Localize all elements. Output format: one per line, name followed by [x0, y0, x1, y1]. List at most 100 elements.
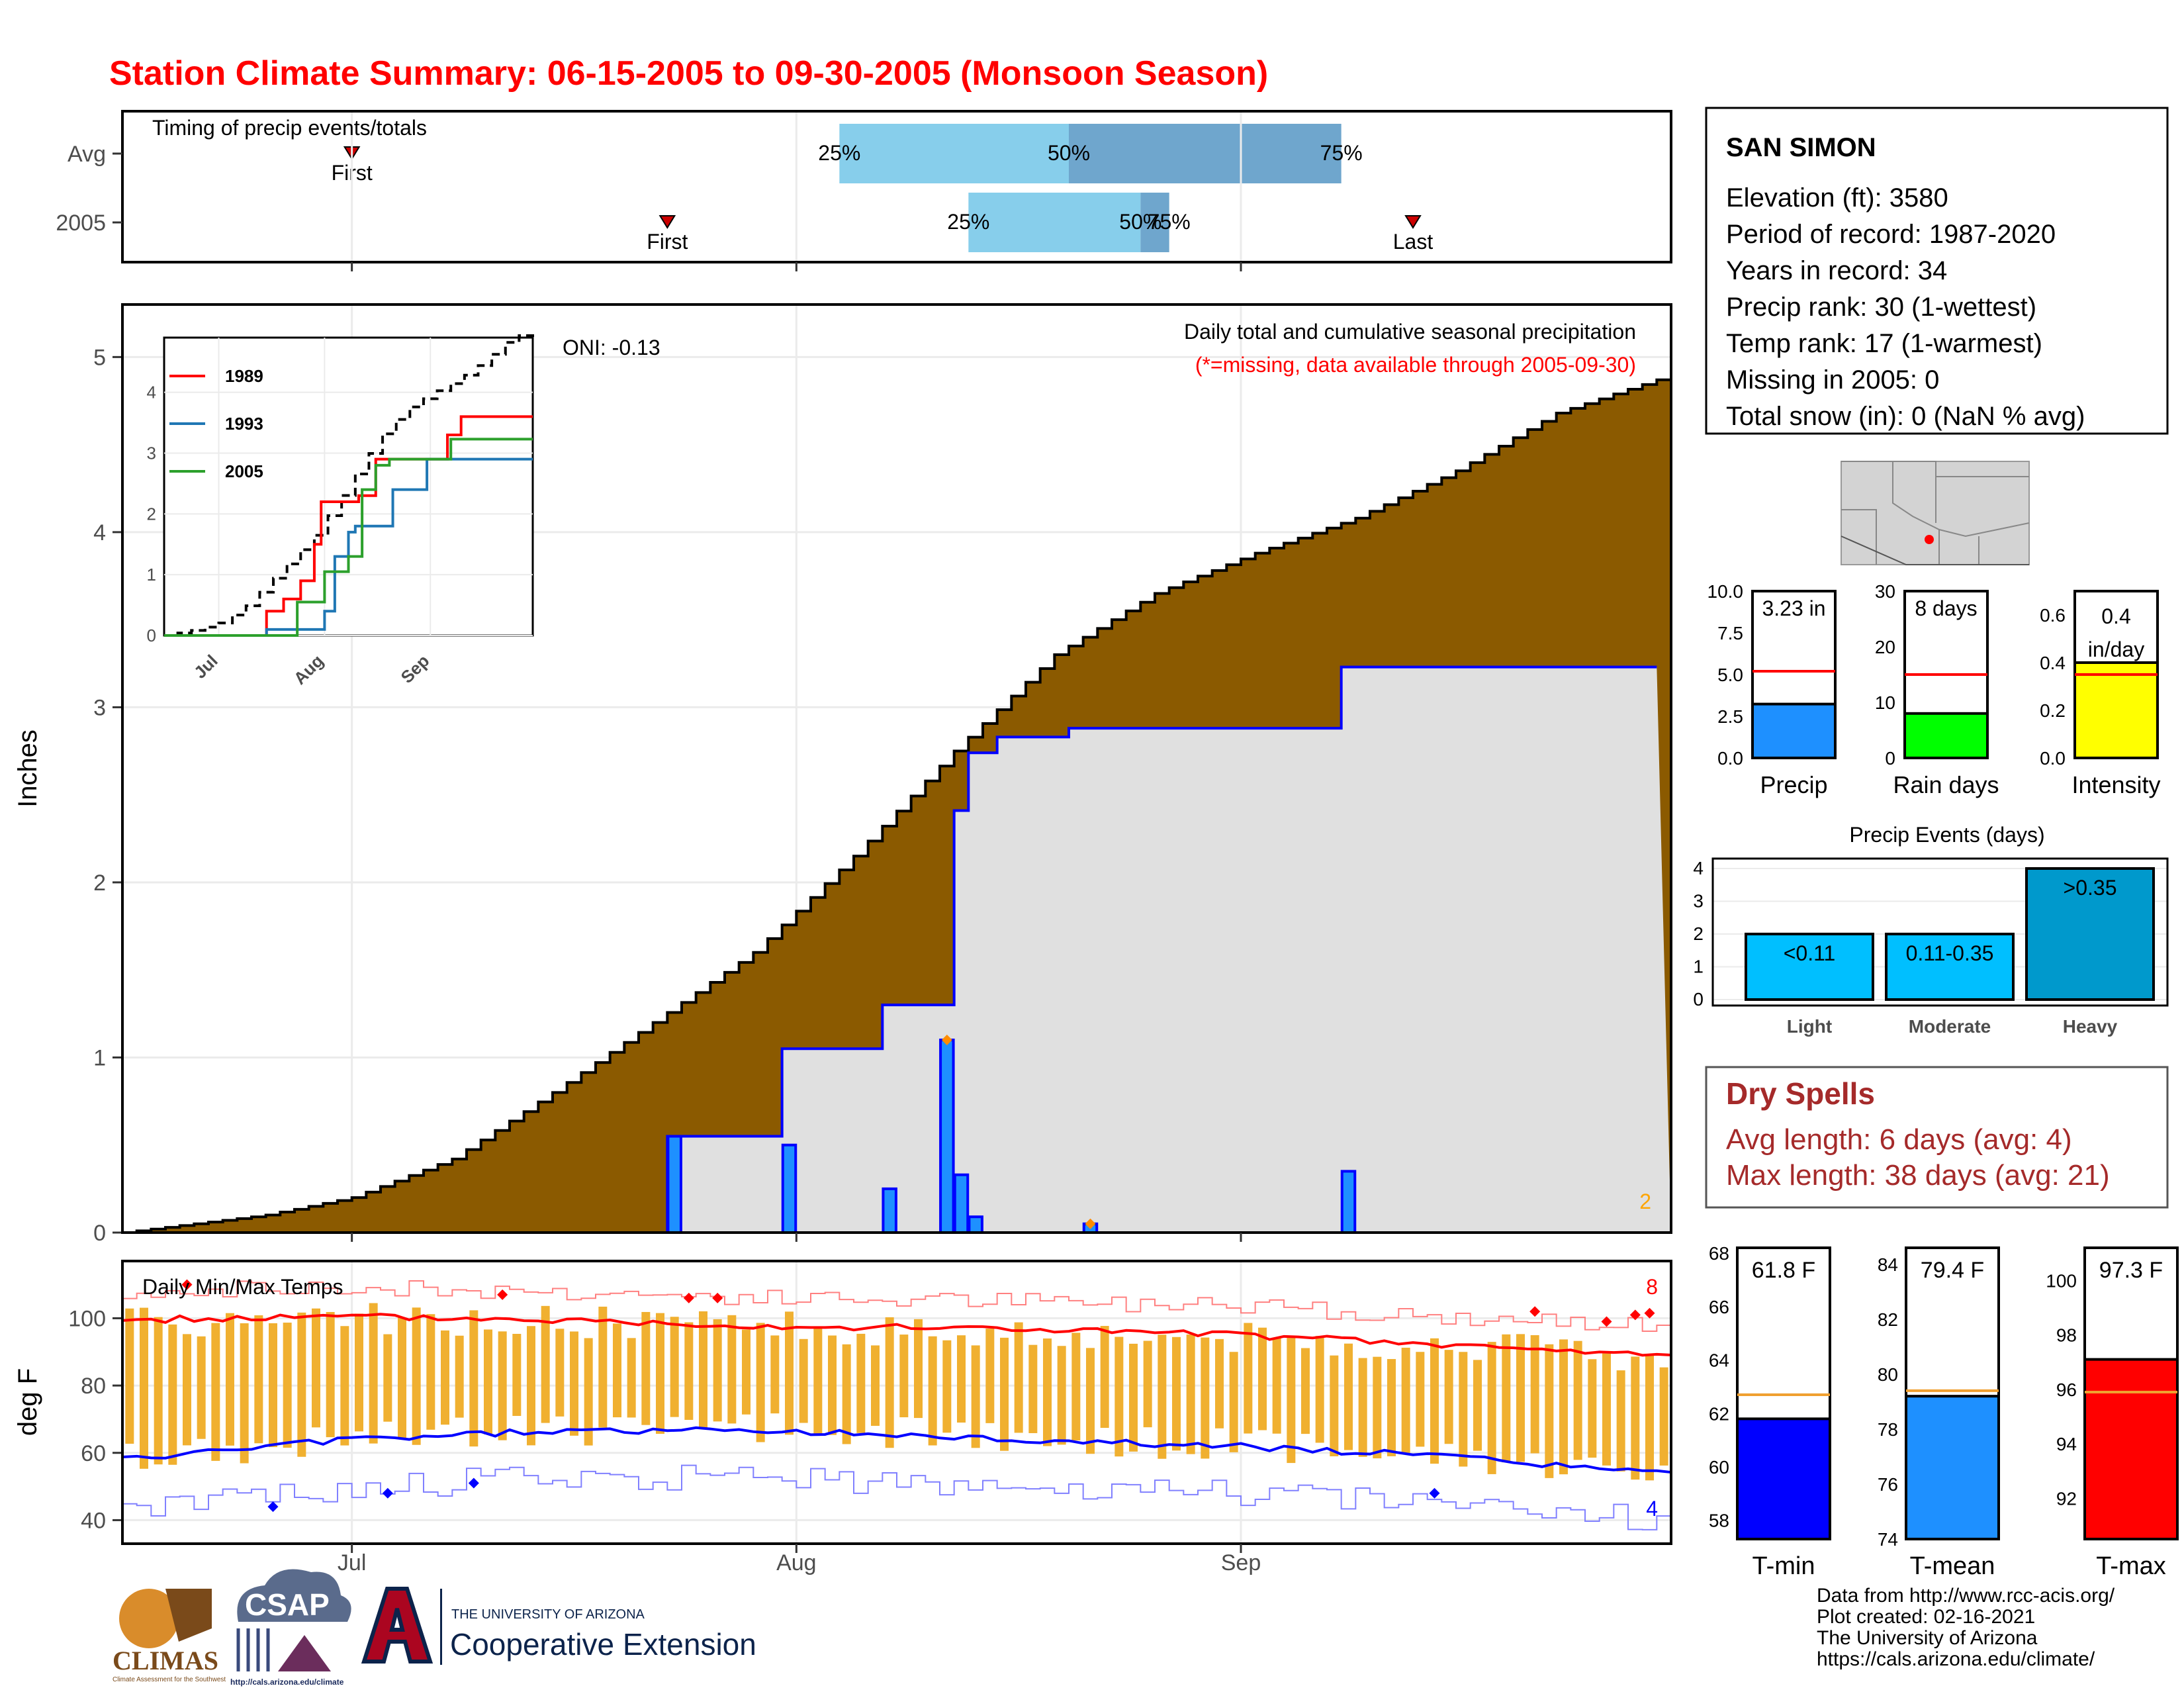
- daily-temp-range-bar: [785, 1311, 794, 1435]
- events-title: Precip Events (days): [1849, 823, 2044, 847]
- precip-events-panel: Precip Events (days) 0 1 2 3 4 <0.11 Light 0.11…: [1693, 823, 2169, 1037]
- dry-spells-box: Dry Spells Avg length: 6 days (avg: 4) M…: [1705, 1066, 2169, 1209]
- precip-count-label: 2: [1639, 1190, 1651, 1213]
- inset-series-line: [164, 457, 533, 637]
- timing-p25-label: 25%: [818, 141, 860, 165]
- events-y-tick-label: 1: [1693, 957, 1704, 977]
- daily-temp-range-bar: [1502, 1334, 1511, 1463]
- temp-summary-tick-label: 92: [2056, 1488, 2077, 1509]
- daily-temp-range-bar: [340, 1326, 349, 1446]
- daily-temp-range-bar: [1588, 1359, 1597, 1458]
- daily-temp-range-bar: [598, 1306, 608, 1428]
- csap-cloud-icon: [237, 1569, 351, 1622]
- daily-precip-bar: [968, 1215, 983, 1235]
- page-title: Station Climate Summary: 06-15-2005 to 0…: [109, 54, 1268, 93]
- oni-label: ONI: -0.13: [563, 336, 660, 359]
- daily-temp-range-bar: [297, 1312, 306, 1457]
- daily-temp-range-bar: [1344, 1343, 1353, 1450]
- inset-average-line: [164, 330, 534, 637]
- events-plot-frame: [1711, 857, 2169, 1007]
- daily-temp-range-bar: [369, 1303, 378, 1444]
- daily-temp-range-bar: [957, 1335, 966, 1423]
- map-international-border: [1841, 536, 2029, 565]
- daily-temp-range-bar: [1086, 1348, 1095, 1454]
- daily-temp-range-bar: [914, 1319, 923, 1419]
- timing-first-marker-icon: [659, 215, 676, 229]
- daily-temp-range-bar: [183, 1334, 191, 1446]
- temp-panel-frame: [121, 1260, 1672, 1545]
- daily-temp-range-bar: [1545, 1344, 1554, 1478]
- daily-precip-bar: [666, 1135, 682, 1234]
- precip-panel-frame: [121, 303, 1672, 1234]
- temp-summary-tick-label: 66: [1709, 1297, 1729, 1317]
- event-bar: [2025, 867, 2155, 1001]
- daily-temp-range-bar: [641, 1311, 651, 1425]
- daily-temp-range-bar: [727, 1315, 737, 1424]
- temp-summary-tick-label: 68: [1709, 1243, 1729, 1264]
- daily-temp-range-bar: [1301, 1348, 1310, 1434]
- daily-temp-range-bar: [899, 1335, 909, 1418]
- timing-panel: Avg25%50%75%FirstLast200525%50%75%FirstL…: [56, 110, 2021, 263]
- dry-spells-frame: [1705, 1066, 2169, 1209]
- month-tick-label: Aug: [776, 1550, 817, 1575]
- event-bar-range-label: 0.11-0.35: [1906, 941, 1994, 965]
- summary-bar-tick-label: 20: [1875, 637, 1895, 657]
- daily-temp-range-bar: [412, 1307, 421, 1445]
- summary-bar-tick-label: 0.0: [2040, 748, 2066, 769]
- daily-temp-range-bar: [885, 1317, 894, 1448]
- daily-temp-range-bar: [1186, 1334, 1195, 1454]
- daily-temp-range-bar: [1416, 1352, 1425, 1447]
- daily-temp-range-bar: [541, 1305, 550, 1423]
- csap-rain-icon: [236, 1628, 270, 1671]
- daily-temp-range-bar: [1530, 1335, 1539, 1454]
- daily-temp-range-bar: [1000, 1337, 1009, 1451]
- summary-bar-value: [2073, 661, 2159, 759]
- inset-y-tick-label: 2: [147, 504, 156, 524]
- temp-summary-tick-label: 76: [1878, 1474, 1898, 1495]
- summary-bar-tick-label: 0.0: [1717, 748, 1743, 769]
- daily-temp-range-bar: [742, 1329, 751, 1415]
- daily-temp-range-bar: [1215, 1338, 1224, 1429]
- daily-temp-range-bar: [441, 1330, 449, 1425]
- daily-temp-range-bar: [1516, 1334, 1525, 1462]
- precip-y-tick-label: 5: [93, 345, 106, 370]
- summary-bar-tick-label: 5.0: [1717, 665, 1743, 685]
- daily-temp-range-bar: [1229, 1352, 1238, 1452]
- daily-precip-bar: [953, 1173, 970, 1235]
- daily-temp-range-bar: [240, 1323, 249, 1464]
- climas-sun-icon: [119, 1589, 179, 1648]
- daily-temp-range-bar: [1158, 1335, 1167, 1459]
- precip-ylabel: Inches: [13, 729, 42, 808]
- average-min-temp-line: [122, 1426, 1672, 1474]
- station-info-line: Period of record: 1987-2020: [1726, 220, 2056, 249]
- csap-mountain-icon: [278, 1635, 331, 1671]
- event-bar-category-label: Moderate: [1909, 1016, 1991, 1037]
- record-min-line: [122, 1464, 1671, 1530]
- daily-temp-range-bar: [1272, 1337, 1281, 1434]
- temp-min-count: 4: [1646, 1497, 1658, 1521]
- daily-temp-range-bar: [1659, 1367, 1668, 1466]
- timing-quartile-bar-upper: [1069, 124, 1342, 183]
- daily-temp-range-bar: [942, 1340, 952, 1433]
- summary-bar-tick-label: 10.0: [1707, 581, 1744, 602]
- record-high-marker-icon: [712, 1292, 723, 1303]
- temp-summary-tick-label: 60: [1709, 1457, 1729, 1477]
- daily-temp-range-bar: [197, 1336, 206, 1439]
- summary-bar-value-label: 0.4: [2101, 604, 2130, 628]
- daily-temp-range-bar: [1559, 1339, 1568, 1475]
- summary-bar-tick-label: 7.5: [1717, 623, 1743, 643]
- daily-temp-range-bar: [1487, 1342, 1496, 1474]
- daily-temp-range-bar: [770, 1335, 780, 1414]
- timing-p50-label: 50%: [1119, 210, 1161, 234]
- temp-summary-tick-label: 62: [1709, 1403, 1729, 1424]
- temp-summary-value-bar: [1736, 1417, 1831, 1541]
- summary-bar-tick-label: 10: [1875, 692, 1895, 713]
- daily-temp-range-bar: [383, 1334, 392, 1422]
- temp-summary-tick-label: 98: [2056, 1325, 2077, 1346]
- timing-p50-label: 50%: [1048, 141, 1090, 165]
- daily-temp-range-bar: [670, 1317, 679, 1417]
- ua-logo-line2: Cooperative Extension: [450, 1627, 756, 1662]
- temp-max-count: 8: [1646, 1275, 1658, 1299]
- daily-temp-range-bar: [312, 1308, 320, 1428]
- temp-panel-label: Daily Min/Max Temps: [142, 1275, 343, 1299]
